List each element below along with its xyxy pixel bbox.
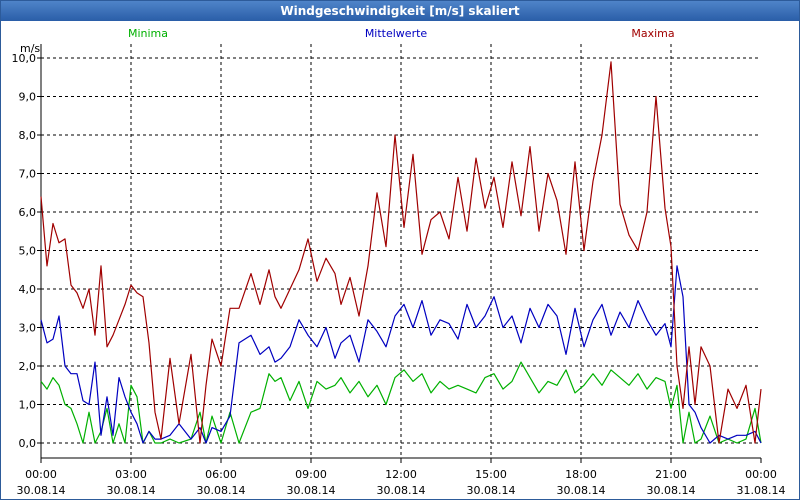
y-axis-label: m/s xyxy=(20,42,40,55)
y-tick-labels: 0,0 1,0 2,0 3,0 4,0 5,0 6,0 7,0 8,0 9,0 10,0 xyxy=(12,52,41,450)
x-tick-time: 00:00 xyxy=(25,468,57,481)
x-tick-time: 21:00 xyxy=(655,468,687,481)
x-tick-time: 03:00 xyxy=(115,468,147,481)
y-tick-label: 0,0 xyxy=(19,437,37,450)
x-tick-date: 30.08.14 xyxy=(647,484,696,497)
x-tick-date: 30.08.14 xyxy=(377,484,426,497)
y-tick-label: 1,0 xyxy=(19,399,37,412)
series-line-mittelwerte xyxy=(40,265,762,444)
y-tick-label: 6,0 xyxy=(19,206,37,219)
legend-maxima: Maxima xyxy=(631,27,674,40)
x-tick-time: 18:00 xyxy=(565,468,597,481)
x-tick-labels: 00:00 30.08.14 03:00 30.08.14 06:00 30.08.14 0… xyxy=(17,458,786,497)
x-tick-time: 12:00 xyxy=(385,468,417,481)
y-tick-label: 3,0 xyxy=(19,322,37,335)
y-tick-label: 8,0 xyxy=(19,129,37,142)
x-tick-time: 00:00 xyxy=(745,468,777,481)
x-tick-date: 30.08.14 xyxy=(197,484,246,497)
x-tick-date: 30.08.14 xyxy=(107,484,156,497)
y-tick-label: 2,0 xyxy=(19,360,37,373)
x-tick-time: 06:00 xyxy=(205,468,237,481)
y-tick-label: 9,0 xyxy=(19,91,37,104)
x-tick-date: 31.08.14 xyxy=(737,484,786,497)
y-tick-label: 4,0 xyxy=(19,283,37,296)
legend-minima: Minima xyxy=(128,27,168,40)
series-line-maxima xyxy=(40,61,762,444)
grid xyxy=(41,44,761,458)
wind-speed-chart: m/s 0,0 1,0 2,0 3,0 4,0 5,0 6,0 7,0 8,0 9,0 10,0 0… xyxy=(12,27,786,497)
series-lines xyxy=(40,61,762,444)
x-tick-date: 30.08.14 xyxy=(287,484,336,497)
legend: Minima Mittelwerte Maxima xyxy=(128,27,675,40)
x-tick-date: 30.08.14 xyxy=(467,484,516,497)
y-tick-label: 5,0 xyxy=(19,245,37,258)
y-tick-label: 10,0 xyxy=(12,52,37,65)
x-tick-date: 30.08.14 xyxy=(557,484,606,497)
x-tick-time: 15:00 xyxy=(475,468,507,481)
series-line-minima xyxy=(40,361,762,444)
legend-mittelwerte: Mittelwerte xyxy=(365,27,428,40)
x-tick-time: 09:00 xyxy=(295,468,327,481)
y-tick-label: 7,0 xyxy=(19,168,37,181)
chart-title: Windgeschwindigkeit [m/s] skaliert xyxy=(1,1,799,21)
x-tick-date: 30.08.14 xyxy=(17,484,66,497)
